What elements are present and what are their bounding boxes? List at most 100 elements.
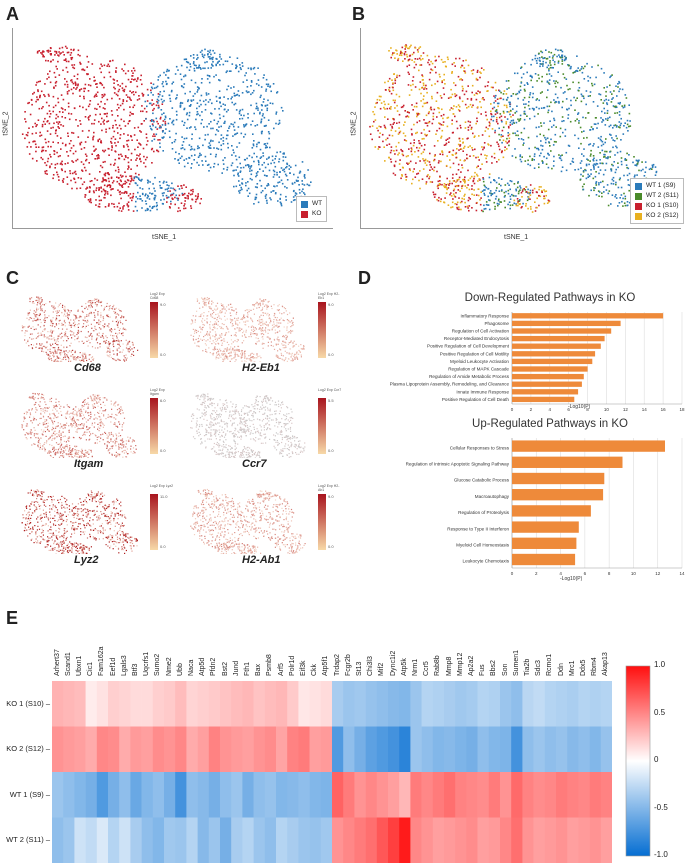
tsne-point xyxy=(388,134,391,137)
tsne-plot-a xyxy=(12,28,333,229)
tsne-point xyxy=(463,160,466,162)
feature-point xyxy=(39,314,41,316)
tsne-point xyxy=(168,184,170,187)
tsne-point xyxy=(556,55,558,58)
tsne-point xyxy=(126,140,128,142)
tsne-point xyxy=(92,135,95,138)
feature-point xyxy=(69,312,71,314)
feature-point xyxy=(230,319,232,321)
tsne-point xyxy=(115,93,118,96)
feature-point xyxy=(232,324,234,327)
feature-point xyxy=(85,303,87,305)
tsne-point xyxy=(263,174,266,177)
tsne-point xyxy=(241,188,243,191)
feature-point xyxy=(212,335,214,337)
tsne-point xyxy=(418,57,421,60)
tsne-point xyxy=(175,194,177,197)
feature-point xyxy=(54,342,56,344)
tsne-point xyxy=(502,126,505,129)
tsne-point xyxy=(422,168,425,170)
tsne-point xyxy=(303,192,305,194)
feature-point xyxy=(108,309,110,311)
tsne-point xyxy=(260,156,263,158)
tsne-point xyxy=(473,175,476,178)
tsne-point xyxy=(106,193,109,195)
tsne-point xyxy=(74,82,77,85)
tsne-point xyxy=(71,64,73,66)
feature-point xyxy=(43,304,45,306)
tsne-point xyxy=(76,86,78,89)
feature-point xyxy=(237,324,239,326)
tsne-point xyxy=(610,75,612,77)
tsne-point xyxy=(554,48,557,51)
tsne-point xyxy=(70,147,73,149)
feature-point xyxy=(114,312,116,314)
tsne-point xyxy=(136,85,139,88)
tsne-point xyxy=(618,121,621,123)
tsne-point xyxy=(266,202,268,204)
tsne-point xyxy=(159,184,161,187)
tsne-point xyxy=(141,178,143,181)
tsne-point xyxy=(388,143,391,145)
tsne-point xyxy=(72,161,75,163)
tsne-point xyxy=(48,110,51,112)
tsne-point xyxy=(129,98,131,100)
tsne-point xyxy=(394,57,396,59)
tsne-point xyxy=(75,88,77,90)
tsne-point xyxy=(633,156,635,158)
tsne-point xyxy=(102,177,104,179)
tsne-point xyxy=(424,86,426,89)
tsne-point xyxy=(165,74,167,76)
tsne-point xyxy=(70,88,73,91)
feature-point xyxy=(256,307,258,309)
feature-point xyxy=(75,358,77,360)
feature-point xyxy=(192,335,195,337)
tsne-point xyxy=(498,177,500,179)
feature-point xyxy=(250,336,252,338)
tsne-point xyxy=(48,76,50,79)
feature-point xyxy=(78,320,80,322)
tsne-point xyxy=(231,154,233,156)
feature-point xyxy=(90,312,93,315)
feature-point xyxy=(123,359,125,361)
tsne-point xyxy=(635,164,638,167)
tsne-point xyxy=(191,163,193,165)
tsne-point xyxy=(93,122,95,125)
tsne-point xyxy=(623,106,626,108)
feature-point xyxy=(276,324,278,326)
tsne-point xyxy=(292,196,295,198)
tsne-point xyxy=(499,113,502,115)
panel-letter-d: D xyxy=(358,268,371,288)
feature-point xyxy=(241,318,243,321)
tsne-point xyxy=(100,100,102,103)
tsne-point xyxy=(481,98,484,100)
tsne-point xyxy=(192,188,194,191)
feature-point xyxy=(243,315,245,318)
tsne-point xyxy=(217,120,220,123)
tsne-point xyxy=(243,114,245,117)
tsne-point xyxy=(429,169,431,171)
tsne-point xyxy=(611,137,613,139)
tsne-point xyxy=(529,194,532,196)
tsne-point xyxy=(404,135,407,137)
tsne-point xyxy=(108,180,110,183)
tsne-point xyxy=(115,124,117,126)
feature-point xyxy=(44,320,46,322)
tsne-point xyxy=(127,161,130,164)
tsne-point xyxy=(426,54,429,57)
tsne-point xyxy=(378,136,381,138)
tsne-point xyxy=(598,183,600,186)
tsne-point xyxy=(538,99,540,102)
tsne-point xyxy=(487,195,489,198)
tsne-point xyxy=(564,135,567,137)
tsne-point xyxy=(559,127,562,130)
feature-point xyxy=(262,314,264,317)
tsne-point xyxy=(104,160,106,163)
tsne-point xyxy=(391,54,394,56)
tsne-point xyxy=(525,186,527,188)
tsne-point xyxy=(147,182,149,184)
tsne-point xyxy=(180,147,182,150)
feature-point xyxy=(90,360,92,362)
tsne-point xyxy=(68,89,70,92)
tsne-point xyxy=(446,56,449,59)
